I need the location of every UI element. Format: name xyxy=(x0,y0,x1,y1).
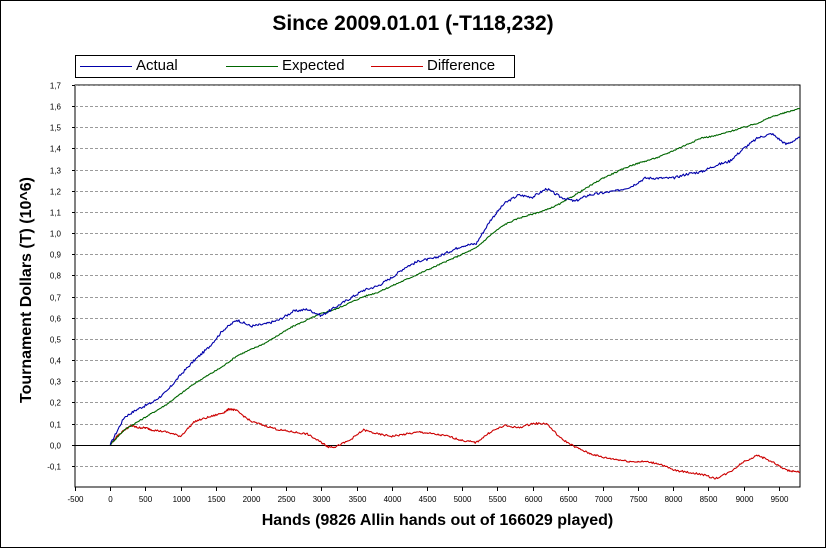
x-tick-label: 7000 xyxy=(595,495,613,504)
y-tick-label: 0,4 xyxy=(50,357,62,366)
legend-label-actual: Actual xyxy=(136,57,178,74)
y-tick-label: 0,3 xyxy=(50,378,62,387)
series-lines xyxy=(109,107,801,480)
x-tick-label: 7500 xyxy=(630,495,648,504)
x-axis-label: Hands (9826 Allin hands out of 166029 pl… xyxy=(261,512,614,529)
legend-swatch-expected xyxy=(226,66,278,67)
x-tick-label: 8000 xyxy=(665,495,683,504)
y-tick-label: 0,1 xyxy=(50,421,62,430)
y-tick-label: 1,6 xyxy=(50,103,62,112)
chart-title: Since 2009.01.01 (-T118,232) xyxy=(272,12,554,35)
x-tick-label: 1500 xyxy=(208,495,226,504)
x-tick-label: 0 xyxy=(108,495,113,504)
legend-swatch-difference xyxy=(371,66,423,67)
y-tick-label: 0,0 xyxy=(50,442,62,451)
y-tick-label: 1,2 xyxy=(50,188,62,197)
legend: Actual Expected Difference xyxy=(75,55,515,78)
y-tick-label: 0,9 xyxy=(50,251,62,260)
legend-label-difference: Difference xyxy=(427,57,496,74)
x-tick-label: 6000 xyxy=(525,495,543,504)
x-tick-label: 6500 xyxy=(560,495,578,504)
x-tick-label: 9000 xyxy=(736,495,754,504)
x-tick-label: 3000 xyxy=(313,495,331,504)
x-tick-label: 9500 xyxy=(771,495,789,504)
x-tick-label: 5500 xyxy=(489,495,507,504)
y-tick-label: -0,1 xyxy=(47,463,61,472)
legend-label-expected: Expected xyxy=(282,57,345,74)
legend-swatch-actual xyxy=(80,66,132,67)
y-tick-label: 0,5 xyxy=(50,336,62,345)
y-tick-label: 1,5 xyxy=(50,124,62,133)
x-tick-label: 8500 xyxy=(700,495,718,504)
y-tick-label: 1,4 xyxy=(50,145,62,154)
y-tick-label: 1,3 xyxy=(50,167,62,176)
series-line-actual xyxy=(109,133,801,445)
axes: -0,1 0,0 0,1 0,2 0,3 0,4 0,5 0,6 0,7 0,8 0,9 1,0 1,1… xyxy=(47,82,789,505)
series-line-difference xyxy=(109,407,801,480)
y-tick-label: 0,8 xyxy=(50,272,62,281)
y-tick-label: 1,7 xyxy=(50,82,62,91)
x-tick-label: 1000 xyxy=(173,495,191,504)
y-tick-label: 0,2 xyxy=(50,399,62,408)
y-tick-label: 1,0 xyxy=(50,230,62,239)
series-line-expected xyxy=(109,107,801,446)
y-tick-label: 1,1 xyxy=(50,209,62,218)
grid-lines xyxy=(74,84,801,488)
x-tick-label: -500 xyxy=(67,495,84,504)
x-tick-label: 500 xyxy=(139,495,153,504)
x-tick-label: 2500 xyxy=(278,495,296,504)
x-tick-label: 4000 xyxy=(384,495,402,504)
x-tick-label: 4500 xyxy=(419,495,437,504)
plot-border xyxy=(74,84,801,488)
y-axis-label: Tournament Dollars (T) (10^6) xyxy=(18,177,35,403)
x-tick-label: 3500 xyxy=(349,495,367,504)
y-tick-label: 0,6 xyxy=(50,315,62,324)
x-tick-label: 5000 xyxy=(454,495,472,504)
y-tick-label: 0,7 xyxy=(50,294,62,303)
x-tick-label: 2000 xyxy=(243,495,261,504)
